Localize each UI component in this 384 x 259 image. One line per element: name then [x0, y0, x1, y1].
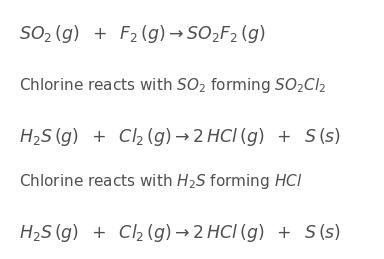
Text: Chlorine reacts with $H_2S$ forming $HCl$: Chlorine reacts with $H_2S$ forming $HCl… [19, 172, 303, 191]
Text: Chlorine reacts with $SO_2$ forming $SO_2Cl_2$: Chlorine reacts with $SO_2$ forming $SO_… [19, 76, 326, 95]
Text: $H_2S\,(g)\;\;+\;\;Cl_2\,(g)\rightarrow 2\,HCl\,(g)\;\;+\;\;S\,(s)$: $H_2S\,(g)\;\;+\;\;Cl_2\,(g)\rightarrow … [19, 126, 341, 148]
Text: $H_2S\,(g)\;\;+\;\;Cl_2\,(g)\rightarrow 2\,HCl\,(g)\;\;+\;\;S\,(s)$: $H_2S\,(g)\;\;+\;\;Cl_2\,(g)\rightarrow … [19, 222, 341, 244]
Text: $SO_2\,(g)\;\;+\;\;F_2\,(g)\rightarrow SO_2F_2\,(g)$: $SO_2\,(g)\;\;+\;\;F_2\,(g)\rightarrow S… [19, 23, 266, 45]
